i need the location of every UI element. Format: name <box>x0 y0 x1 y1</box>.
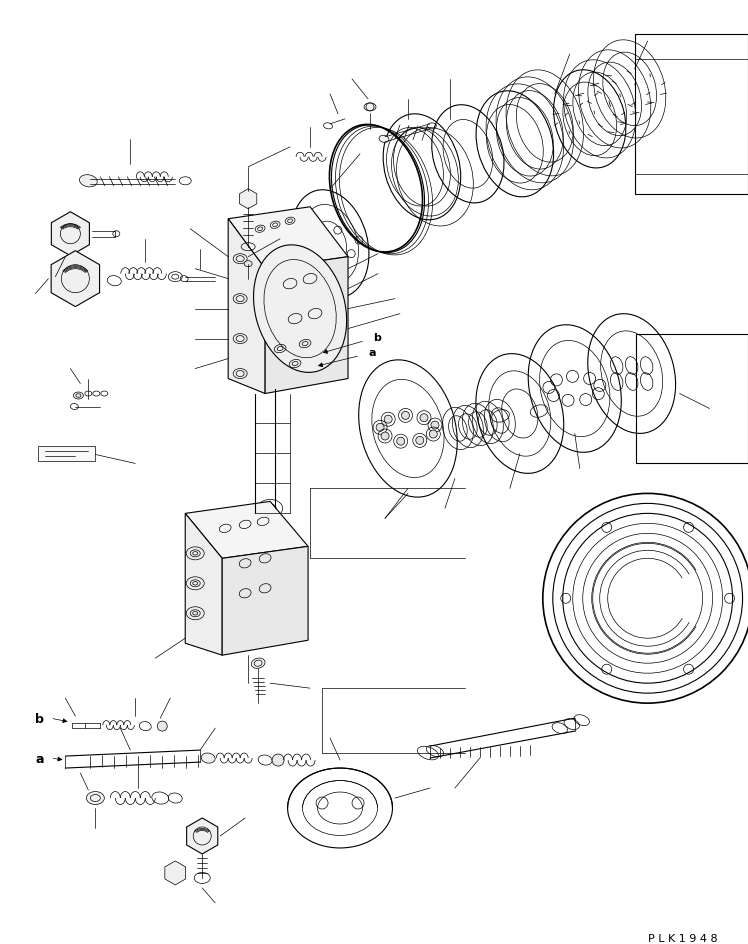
Ellipse shape <box>364 104 376 111</box>
Polygon shape <box>38 447 95 462</box>
Ellipse shape <box>73 393 83 399</box>
Polygon shape <box>51 251 99 308</box>
Circle shape <box>381 432 389 441</box>
Polygon shape <box>228 208 348 269</box>
Polygon shape <box>228 220 265 394</box>
Circle shape <box>402 412 409 420</box>
Ellipse shape <box>379 136 389 143</box>
Polygon shape <box>265 258 348 394</box>
Polygon shape <box>186 502 308 559</box>
Circle shape <box>272 754 284 767</box>
Ellipse shape <box>244 261 252 267</box>
Circle shape <box>376 424 384 431</box>
Ellipse shape <box>251 658 265 668</box>
Circle shape <box>429 430 438 439</box>
Ellipse shape <box>86 792 104 804</box>
Text: P L K 1 9 4 8: P L K 1 9 4 8 <box>648 933 717 943</box>
Polygon shape <box>165 861 186 885</box>
Circle shape <box>157 721 168 732</box>
Ellipse shape <box>201 753 215 764</box>
Circle shape <box>416 437 424 445</box>
Polygon shape <box>239 190 257 210</box>
Ellipse shape <box>254 245 346 373</box>
Polygon shape <box>52 212 90 257</box>
Circle shape <box>396 438 405 446</box>
Circle shape <box>420 414 428 422</box>
Circle shape <box>431 422 439 430</box>
Text: a: a <box>35 751 44 765</box>
Text: b: b <box>373 332 381 343</box>
Text: b: b <box>35 712 44 725</box>
Polygon shape <box>187 818 218 854</box>
Polygon shape <box>222 547 308 655</box>
Circle shape <box>384 415 392 424</box>
Text: a: a <box>368 347 375 357</box>
Polygon shape <box>186 514 222 655</box>
Ellipse shape <box>79 176 97 188</box>
